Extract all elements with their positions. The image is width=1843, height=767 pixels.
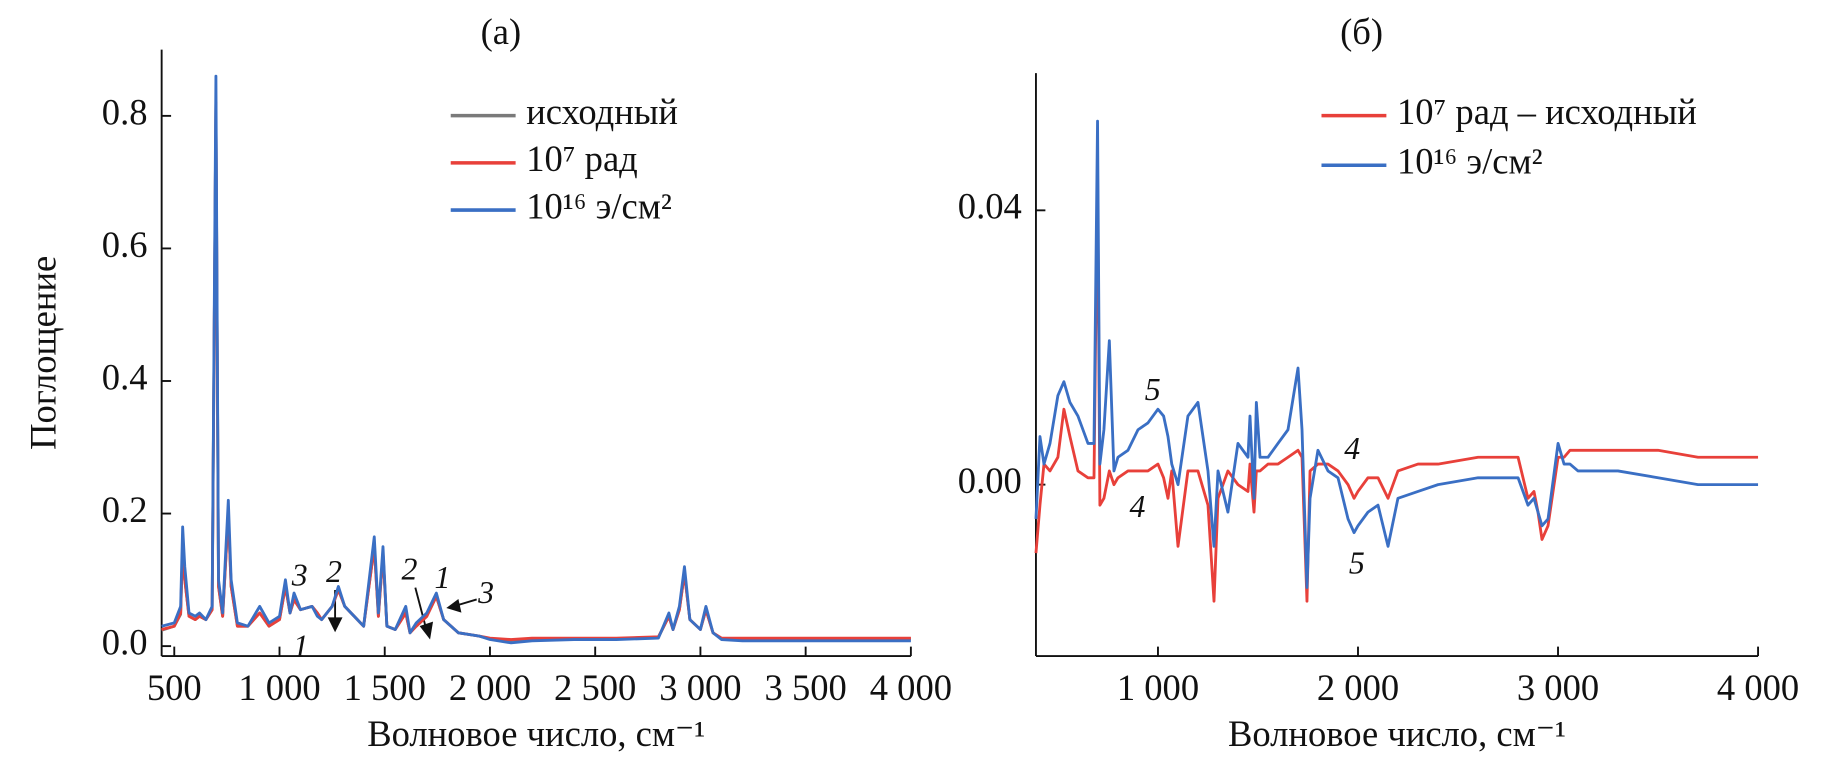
y-tick-label: 0.04 [958, 186, 1022, 227]
legend-label: 10¹⁶ э/см² [526, 185, 672, 226]
peak-annotation: 1 [435, 560, 451, 595]
x-tick-label: 3 000 [1517, 667, 1599, 708]
arrows [327, 587, 477, 640]
peak-annotation: 3 [291, 557, 308, 592]
spectrum-line [161, 101, 911, 642]
peak-annotation: 5 [1349, 546, 1365, 581]
spectrum-line [161, 74, 911, 645]
x-tick-label: 1 500 [344, 667, 426, 708]
y-tick-label: 0.0 [102, 622, 148, 663]
x-tick-label: 2 500 [554, 667, 636, 708]
panel-title: (а) [481, 11, 522, 52]
panel-title: (б) [1340, 11, 1383, 52]
peak-annotation: 3 [477, 575, 494, 610]
peak-annotation: 1 [293, 628, 309, 663]
x-axis-label: Волновое число, см⁻¹ [367, 713, 705, 754]
legend-label: 10¹⁶ э/см² [1397, 141, 1543, 182]
spectrum-line [1034, 119, 1759, 589]
x-tick-label: 500 [147, 667, 202, 708]
x-tick-label: 3 000 [659, 667, 741, 708]
y-tick-label: 0.4 [102, 356, 148, 397]
y-tick-label: 0.00 [958, 460, 1022, 501]
peak-annotation: 2 [326, 554, 342, 589]
legend-label: 10⁷ рад – исходный [1397, 91, 1697, 132]
x-tick-label: 2 000 [1317, 667, 1399, 708]
peak-annotation: 2 [401, 552, 417, 587]
spectrum-line [1034, 167, 1759, 603]
legend-label: 10⁷ рад [526, 138, 638, 179]
peak-annotation: 5 [1145, 372, 1161, 407]
x-tick-label: 4 000 [870, 667, 952, 708]
y-tick-label: 0.8 [102, 91, 148, 132]
x-axis-label: Волновое число, см⁻¹ [1228, 713, 1566, 754]
x-tick-label: 4 000 [1717, 667, 1799, 708]
x-tick-label: 1 000 [1117, 667, 1199, 708]
legend-label: исходный [526, 91, 678, 132]
x-tick-label: 2 000 [449, 667, 531, 708]
x-tick-label: 1 000 [238, 667, 320, 708]
peak-annotation: 4 [1129, 489, 1145, 524]
peak-annotation: 4 [1344, 431, 1360, 466]
y-axis-label: Поглощение [23, 256, 64, 450]
y-tick-label: 0.6 [102, 224, 148, 265]
y-tick-label: 0.2 [102, 489, 148, 530]
spectrum-line [161, 101, 911, 641]
x-tick-label: 3 500 [765, 667, 847, 708]
